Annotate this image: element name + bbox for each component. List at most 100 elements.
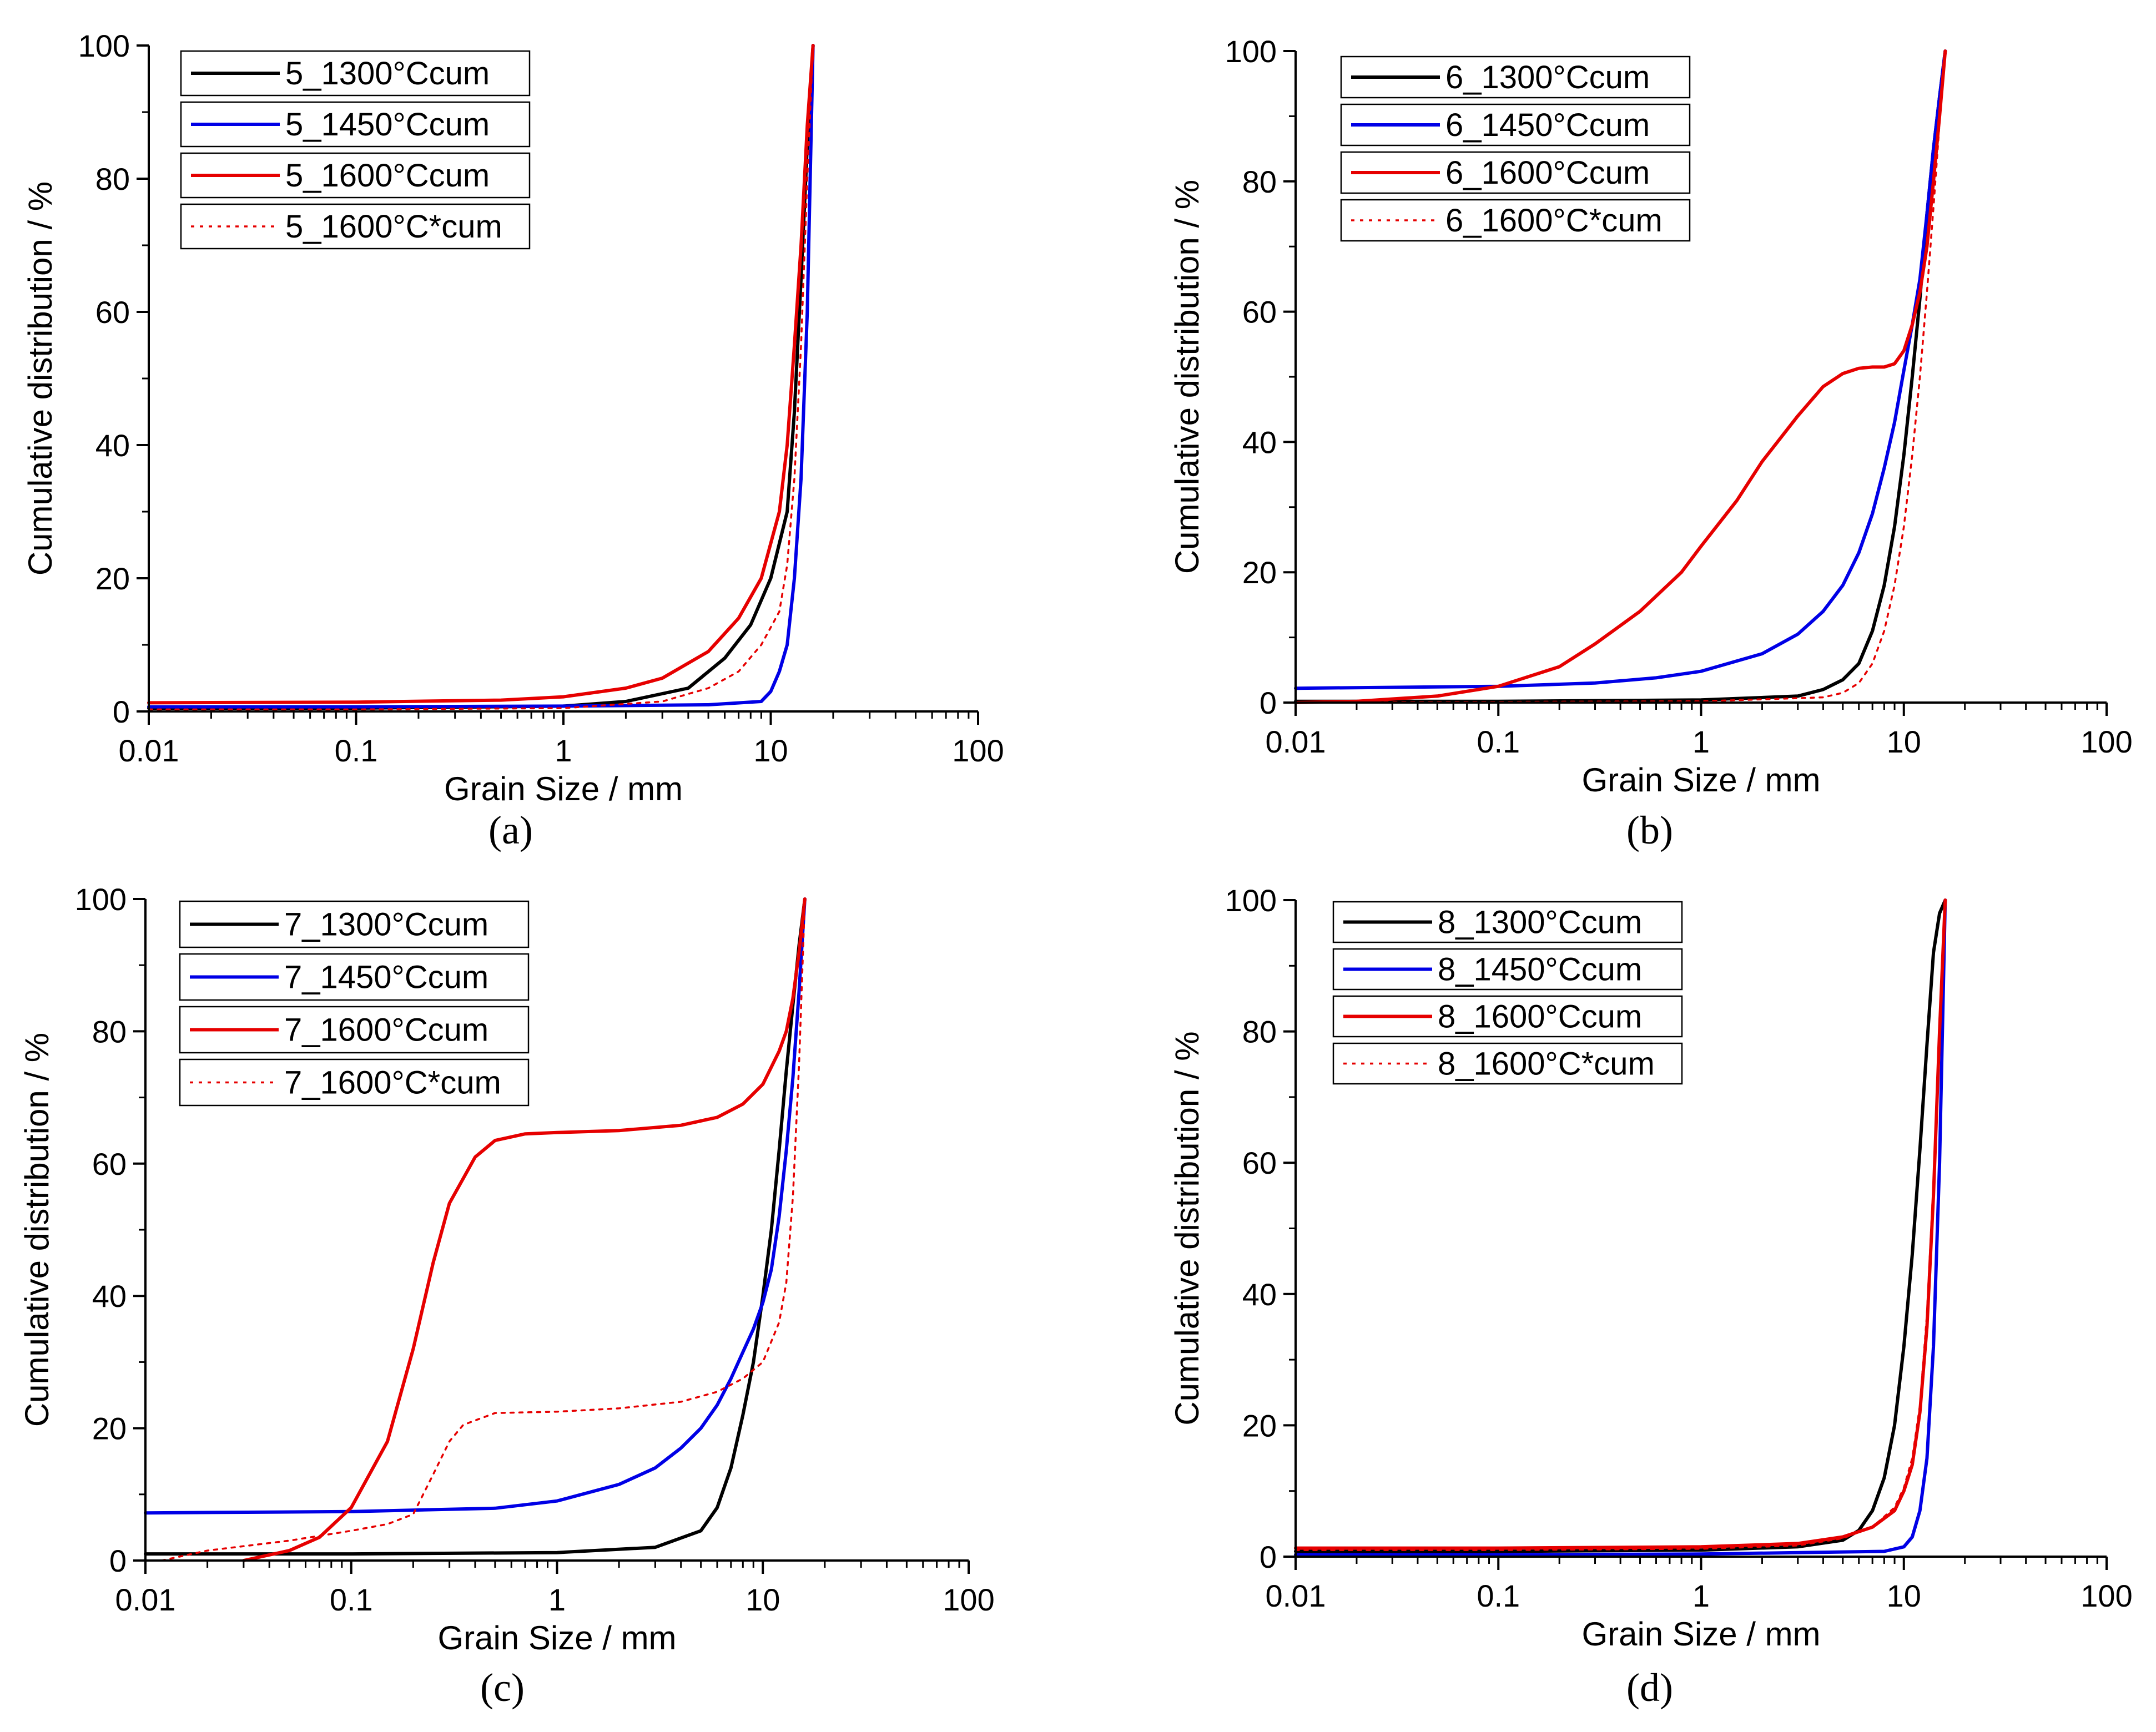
series-line [1294,899,1947,1551]
chart-panel: 0 20 40 60 80 100 0.01 0.1 1 10 100 Grain Size / mm… [22,28,1004,852]
y-tick-label: 60 [92,1147,127,1181]
legend-label: 7_1600°C*cum [284,1065,501,1101]
legend-label: 8_1600°C*cum [1438,1046,1655,1082]
y-tick-label: 60 [1242,1145,1277,1180]
x-tick-label: 10 [745,1582,780,1617]
legend-entry-box [179,1058,530,1107]
x-tick-label: 100 [943,1582,994,1617]
y-tick-label: 0 [1260,1539,1277,1574]
x-tick-label: 0.1 [1477,1578,1520,1613]
y-tick-label: 100 [78,28,130,63]
series-line [147,44,815,709]
y-tick-label: 0 [109,1543,127,1578]
x-axis-title: Grain Size / mm [1581,1615,1820,1653]
y-tick-label: 80 [1242,1014,1277,1049]
series-line [241,897,807,1562]
x-tick-label: 0.1 [330,1582,373,1617]
series-line [144,897,807,1515]
y-axis-title: Cumulative distribution / % [22,181,59,575]
series-group [147,44,815,711]
x-tick-label: 10 [1887,724,1921,759]
series-group [1294,49,1947,704]
y-tick-label: 100 [1225,883,1277,918]
x-tick-label: 10 [1887,1578,1921,1613]
series-line [1294,50,1947,703]
y-tick-label: 100 [75,882,127,917]
panel-label: (c) [480,1665,525,1710]
x-tick-label: 0.01 [115,1582,176,1617]
legend-label: 5_1450°Ccum [285,107,490,143]
x-tick-label: 0.1 [1477,724,1520,759]
legend-label: 5_1300°Ccum [285,55,490,92]
legend-entry-box [1340,199,1691,242]
x-tick-label: 100 [2081,1578,2132,1613]
y-tick-label: 40 [1242,1277,1277,1312]
legend-label: 7_1300°Ccum [284,907,488,943]
legend-label: 7_1600°Ccum [284,1012,488,1048]
y-tick-label: 40 [95,428,130,463]
x-axis-title: Grain Size / mm [437,1619,676,1657]
legend-label: 5_1600°Ccum [285,158,490,194]
chart-panel: 0 20 40 60 80 100 0.01 0.1 1 10 100 Grain Size / mm… [1168,883,2133,1710]
series-line [1294,49,1947,704]
legend-entry-box [1340,151,1691,194]
legend-label: 8_1300°Ccum [1438,905,1642,941]
y-tick-label: 0 [113,694,130,729]
y-axis-title: Cumulative distribution / % [1168,1031,1206,1425]
legend-label: 5_1600°C*cum [285,209,502,245]
y-tick-label: 20 [92,1411,127,1446]
y-tick-label: 80 [1242,164,1277,199]
legend-label: 6_1600°C*cum [1445,203,1663,239]
series-line [144,897,807,1556]
legend: 5_1300°Ccum 5_1450°Ccum 5_1600°Ccum 5_1600°… [180,50,531,250]
y-tick-label: 0 [1260,685,1277,720]
legend-label: 8_1600°Ccum [1438,999,1642,1035]
legend-entry-box [1332,1042,1683,1085]
y-axis-title: Cumulative distribution / % [1168,180,1206,574]
x-tick-label: 0.01 [1266,724,1326,759]
y-tick-label: 60 [1242,295,1277,330]
legend-label: 7_1450°Ccum [284,960,488,996]
y-tick-label: 40 [1242,425,1277,459]
series-line [1294,898,1947,1557]
panel-label: (d) [1626,1665,1673,1710]
legend-label: 8_1450°Ccum [1438,952,1642,988]
series-group [1294,898,1947,1557]
x-axis-title: Grain Size / mm [444,770,683,807]
x-axis-title: Grain Size / mm [1581,761,1820,799]
x-tick-label: 100 [952,733,1004,768]
x-tick-label: 0.01 [1266,1578,1326,1613]
chart-panel: 0 20 40 60 80 100 0.01 0.1 1 10 100 Grain Size / mm… [1168,34,2133,852]
legend: 7_1300°Ccum 7_1450°Ccum 7_1600°Ccum 7_1600°… [179,900,530,1107]
x-tick-label: 1 [555,733,572,768]
legend: 8_1300°Ccum 8_1450°Ccum 8_1600°Ccum 8_1600°… [1332,901,1683,1085]
y-tick-label: 20 [1242,1408,1277,1443]
y-tick-label: 100 [1225,34,1277,69]
y-tick-label: 20 [95,561,130,596]
y-tick-label: 80 [92,1014,127,1049]
legend-entry-box [180,203,531,250]
y-tick-label: 60 [95,295,130,330]
series-line [1294,49,1947,703]
x-tick-label: 1 [1692,1578,1710,1613]
series-line [1294,49,1947,690]
series-line [148,44,814,711]
legend-label: 6_1450°Ccum [1445,107,1650,143]
legend: 6_1300°Ccum 6_1450°Ccum 6_1600°Ccum 6_1600°… [1340,55,1691,242]
series-group [144,897,807,1562]
chart-panel: 0 20 40 60 80 100 0.01 0.1 1 10 100 Grain Size / mm… [18,882,995,1710]
x-tick-label: 1 [548,1582,566,1617]
y-axis-title: Cumulative distribution / % [18,1033,56,1427]
y-tick-label: 20 [1242,555,1277,590]
y-tick-label: 80 [95,161,130,196]
x-tick-label: 0.01 [119,733,179,768]
x-tick-label: 0.1 [335,733,378,768]
x-tick-label: 1 [1692,724,1710,759]
legend-label: 6_1600°Ccum [1445,155,1650,191]
y-tick-label: 40 [92,1279,127,1314]
series-line [147,44,815,705]
panel-label: (a) [488,808,533,852]
legend-label: 6_1300°Ccum [1445,59,1650,95]
series-line [1294,898,1947,1553]
